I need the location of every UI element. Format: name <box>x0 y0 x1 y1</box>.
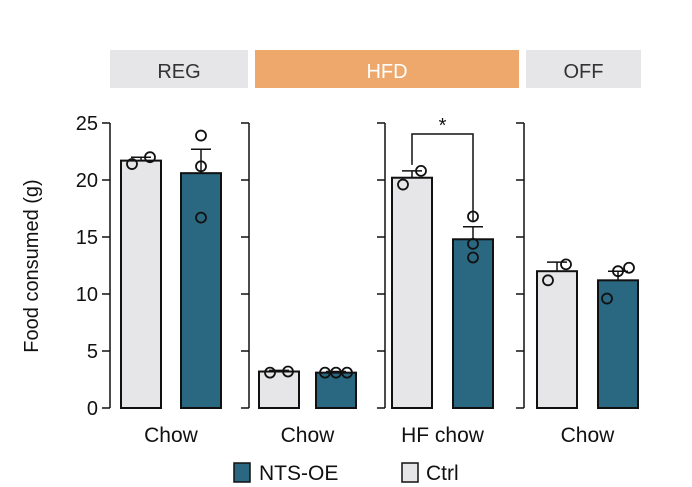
data-point <box>330 366 342 379</box>
data-point <box>195 160 207 173</box>
phase-box-hfd <box>255 50 519 88</box>
data-point <box>319 366 331 379</box>
bar-ctrl <box>391 176 433 409</box>
bar-nts-oe <box>597 279 639 410</box>
bar-ctrl <box>120 159 162 409</box>
phase-header: REG HFD OFF <box>110 50 641 88</box>
data-point <box>415 164 427 177</box>
significance-bracket <box>411 133 474 221</box>
legend-label: Ctrl <box>426 462 459 485</box>
phase-label: OFF <box>564 61 604 83</box>
data-point <box>601 292 613 305</box>
data-point <box>195 211 207 224</box>
legend-label: NTS-OE <box>259 462 338 485</box>
phase-box-off <box>526 50 641 88</box>
y-tick-label: 10 <box>76 284 98 306</box>
significance-marker: * <box>439 115 447 137</box>
category-label: HF chow <box>401 424 485 447</box>
data-point <box>282 365 294 378</box>
data-point <box>144 151 156 164</box>
bar-ctrl <box>258 370 300 409</box>
y-tick-label: 5 <box>87 341 98 363</box>
data-point <box>560 258 572 271</box>
data-point <box>126 158 138 170</box>
legend: NTS-OE Ctrl <box>233 462 459 485</box>
bar-ctrl <box>536 270 578 410</box>
data-point <box>264 366 276 379</box>
data-point <box>542 274 554 287</box>
data-point <box>623 261 635 274</box>
y-tick-label: 25 <box>76 113 98 135</box>
data-point <box>612 265 624 278</box>
bar-nts-oe <box>452 238 494 409</box>
phase-box-reg <box>110 50 248 88</box>
phase-label: HFD <box>366 61 407 83</box>
y-tick-label: 0 <box>87 398 98 420</box>
category-label: Chow <box>281 424 336 447</box>
y-tick-label: 15 <box>76 227 98 249</box>
bars: Chow Chow HF chow * Chow <box>120 115 639 447</box>
legend-swatch-ctrl <box>401 462 419 483</box>
category-label: Chow <box>561 424 616 447</box>
category-label: Chow <box>144 424 199 447</box>
data-point <box>341 366 353 379</box>
legend-swatch-nts-oe <box>233 462 251 483</box>
y-axis-label: Food consumed (g) <box>21 179 43 352</box>
y-tick-label: 20 <box>76 170 98 192</box>
data-point <box>467 237 479 250</box>
bar-nts-oe <box>180 172 222 409</box>
data-point <box>195 129 207 142</box>
phase-label: REG <box>157 61 200 83</box>
axes: Food consumed (g) 0 5 10 15 20 25 <box>21 113 525 420</box>
data-point <box>467 251 479 264</box>
data-point <box>397 178 409 191</box>
